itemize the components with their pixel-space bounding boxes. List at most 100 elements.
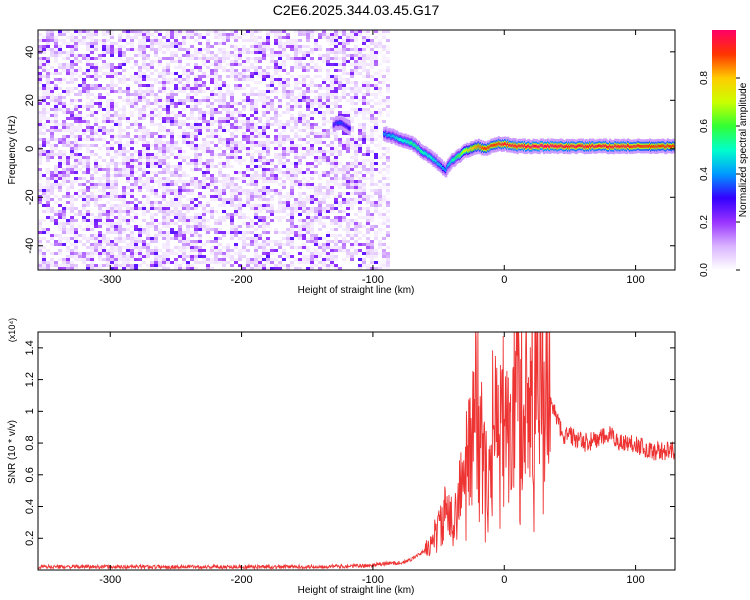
heatmap-cell bbox=[190, 207, 194, 210]
heatmap-cell bbox=[42, 195, 46, 198]
heatmap-cell bbox=[102, 213, 106, 216]
heatmap-cell bbox=[318, 261, 322, 264]
heatmap-cell bbox=[110, 147, 114, 150]
heatmap-cell bbox=[218, 66, 222, 69]
heatmap-cell bbox=[162, 105, 166, 108]
heatmap-cell bbox=[206, 264, 210, 267]
heatmap-cell bbox=[310, 138, 314, 141]
heatmap-cell bbox=[102, 108, 106, 111]
heatmap-cell bbox=[218, 204, 222, 207]
heatmap-cell bbox=[350, 126, 354, 129]
heatmap-cell bbox=[326, 60, 330, 63]
heatmap-cell bbox=[226, 36, 230, 39]
heatmap-cell bbox=[182, 141, 186, 144]
heatmap-cell bbox=[262, 228, 266, 231]
heatmap-cell bbox=[238, 63, 242, 66]
heatmap-cell bbox=[334, 51, 338, 54]
heatmap-cell bbox=[294, 156, 298, 159]
heatmap-cell bbox=[214, 222, 218, 225]
heatmap-cell bbox=[142, 42, 146, 45]
heatmap-cell bbox=[66, 189, 70, 192]
heatmap-cell bbox=[234, 246, 238, 249]
heatmap-cell bbox=[282, 135, 286, 138]
heatmap-cell bbox=[266, 123, 270, 126]
heatmap-cell bbox=[242, 144, 246, 147]
heatmap-cell bbox=[318, 162, 322, 165]
heatmap-cell bbox=[70, 222, 74, 225]
heatmap-cell bbox=[270, 171, 274, 174]
heatmap-cell bbox=[358, 54, 362, 57]
heatmap-cell bbox=[326, 78, 330, 81]
heatmap-cell bbox=[146, 177, 150, 180]
heatmap-cell bbox=[98, 258, 102, 261]
heatmap-cell bbox=[122, 135, 126, 138]
heatmap-cell bbox=[46, 138, 50, 141]
heatmap-cell bbox=[230, 249, 234, 252]
heatmap-cell bbox=[90, 183, 94, 186]
heatmap-cell bbox=[74, 36, 78, 39]
heatmap-cell bbox=[54, 252, 58, 255]
heatmap-cell bbox=[110, 162, 114, 165]
heatmap-cell bbox=[70, 81, 74, 84]
heatmap-cell bbox=[166, 108, 170, 111]
heatmap-cell bbox=[194, 48, 198, 51]
heatmap-cell bbox=[334, 249, 338, 252]
heatmap-cell bbox=[258, 207, 262, 210]
heatmap-cell bbox=[322, 156, 326, 159]
heatmap-cell bbox=[218, 78, 222, 81]
heatmap-cell bbox=[182, 102, 186, 105]
heatmap-cell bbox=[218, 48, 222, 51]
heatmap-cell bbox=[174, 168, 178, 171]
heatmap-cell bbox=[146, 114, 150, 117]
heatmap-cell bbox=[106, 84, 110, 87]
heatmap-cell bbox=[278, 48, 282, 51]
heatmap-cell bbox=[46, 261, 50, 264]
heatmap-cell bbox=[378, 93, 382, 96]
heatmap-cell bbox=[202, 207, 206, 210]
heatmap-cell bbox=[314, 195, 318, 198]
heatmap-cell bbox=[270, 117, 274, 120]
heatmap-cell bbox=[302, 75, 306, 78]
heatmap-cell bbox=[266, 42, 270, 45]
heatmap-cell bbox=[358, 249, 362, 252]
heatmap-cell bbox=[382, 153, 386, 156]
heatmap-cell bbox=[238, 201, 242, 204]
heatmap-cell bbox=[118, 54, 122, 57]
heatmap-cell bbox=[122, 108, 126, 111]
heatmap-cell bbox=[202, 204, 206, 207]
heatmap-cell bbox=[66, 123, 70, 126]
heatmap-cell bbox=[166, 69, 170, 72]
heatmap-cell bbox=[338, 201, 342, 204]
heatmap-cell bbox=[98, 204, 102, 207]
heatmap-cell bbox=[342, 174, 346, 177]
heatmap-cell bbox=[250, 192, 254, 195]
heatmap-cell bbox=[322, 171, 326, 174]
heatmap-cell bbox=[150, 132, 154, 135]
heatmap-cell bbox=[334, 246, 338, 249]
heatmap-cell bbox=[86, 135, 90, 138]
heatmap-cell bbox=[374, 123, 378, 126]
heatmap-cell bbox=[354, 60, 358, 63]
heatmap-cell bbox=[378, 246, 382, 249]
heatmap-cell bbox=[62, 243, 66, 246]
heatmap-cell bbox=[258, 267, 262, 270]
heatmap-cell bbox=[306, 33, 310, 36]
heatmap-cell bbox=[194, 84, 198, 87]
heatmap-cell bbox=[346, 141, 350, 144]
heatmap-cell bbox=[326, 159, 330, 162]
heatmap-cell bbox=[158, 60, 162, 63]
heatmap-cell bbox=[310, 165, 314, 168]
heatmap-cell bbox=[210, 105, 214, 108]
heatmap-cell bbox=[210, 117, 214, 120]
heatmap-cell bbox=[166, 189, 170, 192]
heatmap-cell bbox=[370, 240, 374, 243]
heatmap-cell bbox=[358, 183, 362, 186]
heatmap-cell bbox=[386, 189, 390, 192]
heatmap-cell bbox=[86, 90, 90, 93]
heatmap-cell bbox=[326, 234, 330, 237]
heatmap-cell bbox=[386, 159, 390, 162]
heatmap-cell bbox=[114, 51, 118, 54]
heatmap-cell bbox=[266, 99, 270, 102]
heatmap-cell bbox=[94, 252, 98, 255]
heatmap-cell bbox=[130, 267, 134, 270]
